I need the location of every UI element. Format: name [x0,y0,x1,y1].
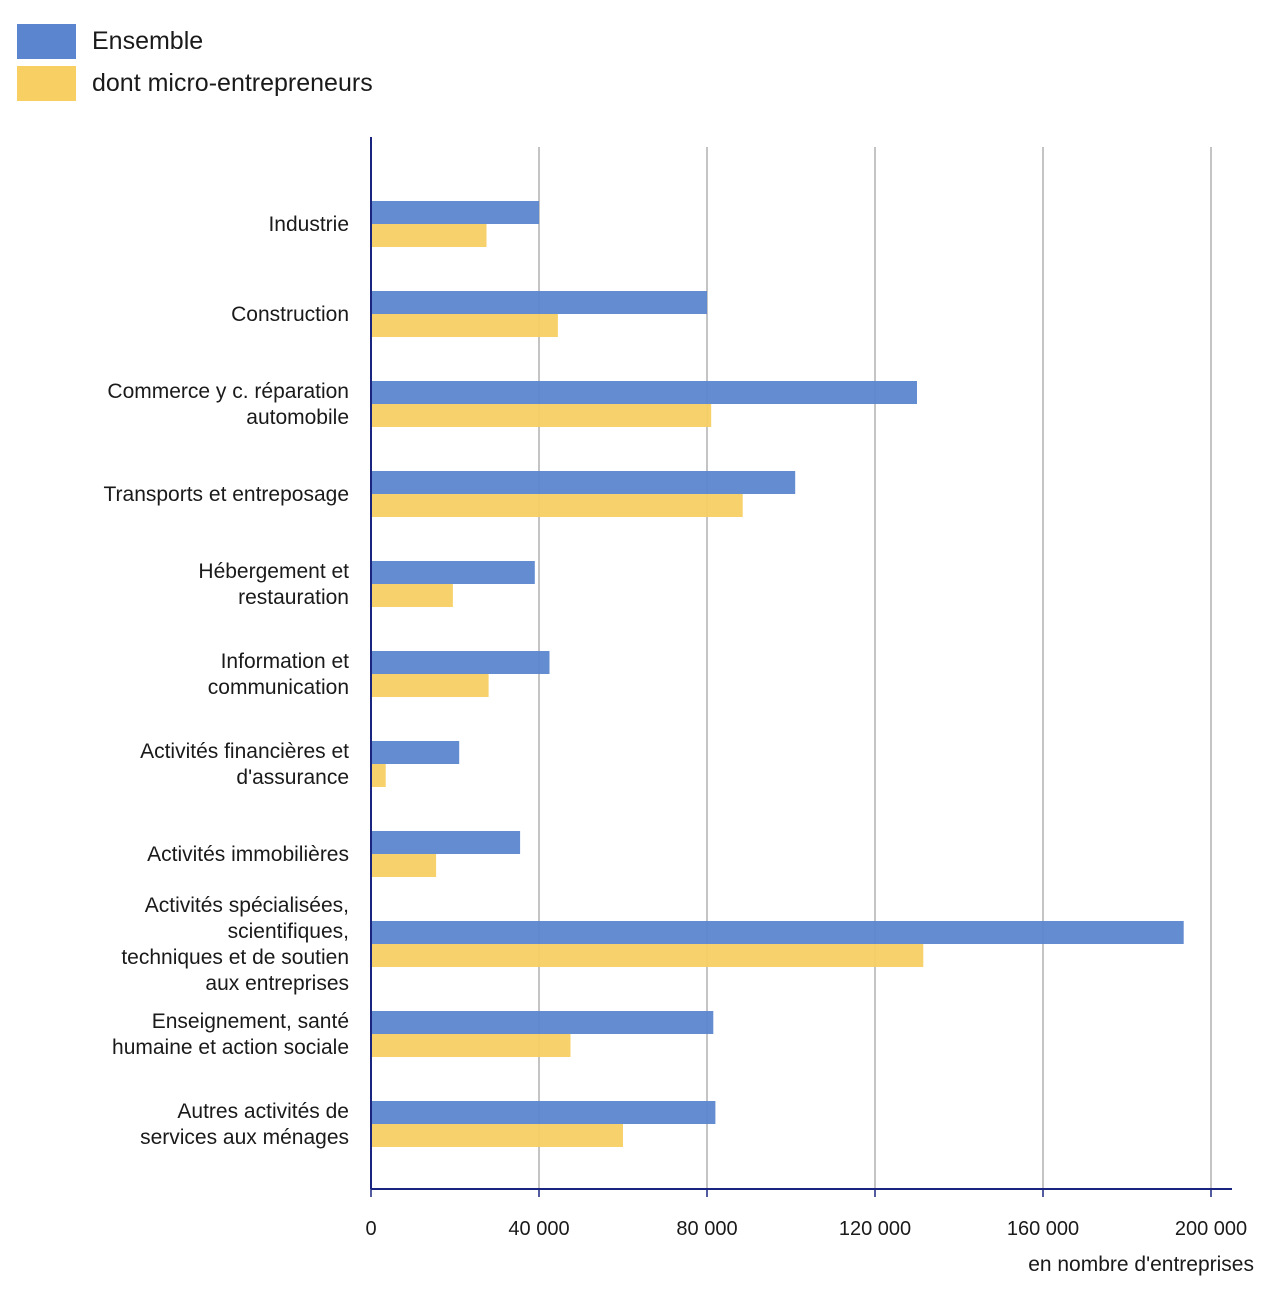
category-label-line: services aux ménages [140,1126,349,1149]
category-label: Industrie [268,213,349,236]
legend-swatch-micro [17,65,76,101]
x-axis-label: en nombre d'entreprises [1028,1253,1254,1276]
bar [371,224,487,247]
category-label: Activités financières et d'assurance [140,740,349,789]
category-label: Information et communication [208,650,349,699]
category-label-line: Enseignement, santé [152,1010,349,1033]
bar [371,1011,714,1034]
category-label-line: communication [208,676,349,699]
category-label: Autres activités de services aux ménages [140,1100,349,1149]
legend-swatch-ensemble [17,23,76,59]
bar [371,471,796,494]
category-label-line: Commerce y c. réparation [107,380,349,403]
bar [371,651,550,674]
bar [371,741,460,764]
bar [371,921,1184,944]
bar [371,494,743,517]
category-label-line: humaine et action sociale [112,1036,349,1059]
bar [371,291,707,314]
x-tick-label: 200 000 [1175,1218,1247,1240]
category-label-line: aux entreprises [205,972,349,995]
x-tick-label: 160 000 [1007,1218,1079,1240]
legend-item-micro: dont micro-entrepreneurs [17,62,373,104]
category-label-line: scientifiques, [228,920,349,943]
x-tick-label: 0 [365,1218,376,1240]
x-tick-label: 40 000 [508,1218,569,1240]
category-label-line: Activités immobilières [147,843,349,866]
bar [371,404,712,427]
bar [371,944,924,967]
category-label-line: Transports et entreposage [103,483,349,506]
x-tick-label: 80 000 [676,1218,737,1240]
category-label: Construction [231,303,349,326]
category-label-line: Hébergement et [198,560,349,583]
legend-item-ensemble: Ensemble [17,20,373,62]
bar [371,1124,623,1147]
category-label: Hébergement et restauration [198,560,349,609]
category-label: Transports et entreposage [103,483,349,506]
category-label: Activités immobilières [147,843,349,866]
bar [371,201,539,224]
bar [371,561,535,584]
bar [371,584,453,607]
category-label-line: Industrie [268,213,349,236]
category-label-line: Construction [231,303,349,326]
legend-label-micro: dont micro-entrepreneurs [92,68,373,97]
bar [371,1034,571,1057]
category-label: Activités spécialisées, scientifiques, tec… [121,894,349,995]
legend: Ensemble dont micro-entrepreneurs [17,20,373,104]
bar [371,1101,716,1124]
category-label: Enseignement, santé humaine et action soc… [112,1010,349,1059]
bar [371,831,521,854]
bar [371,854,437,877]
legend-label-ensemble: Ensemble [92,26,204,55]
category-label-line: d'assurance [236,766,349,789]
category-label-line: techniques et de soutien [121,946,349,969]
bar [371,381,917,404]
category-label-line: Activités financières et [140,740,349,763]
category-label: Commerce y c. réparation automobile [107,380,349,429]
category-label-line: Activités spécialisées, [145,894,349,917]
bar [371,314,558,337]
bar [371,674,489,697]
category-label-line: automobile [246,406,349,429]
category-label-line: restauration [238,586,349,609]
category-label-line: Autres activités de [177,1100,349,1123]
x-tick-label: 120 000 [839,1218,911,1240]
bar [371,764,386,787]
category-label-line: Information et [221,650,350,673]
